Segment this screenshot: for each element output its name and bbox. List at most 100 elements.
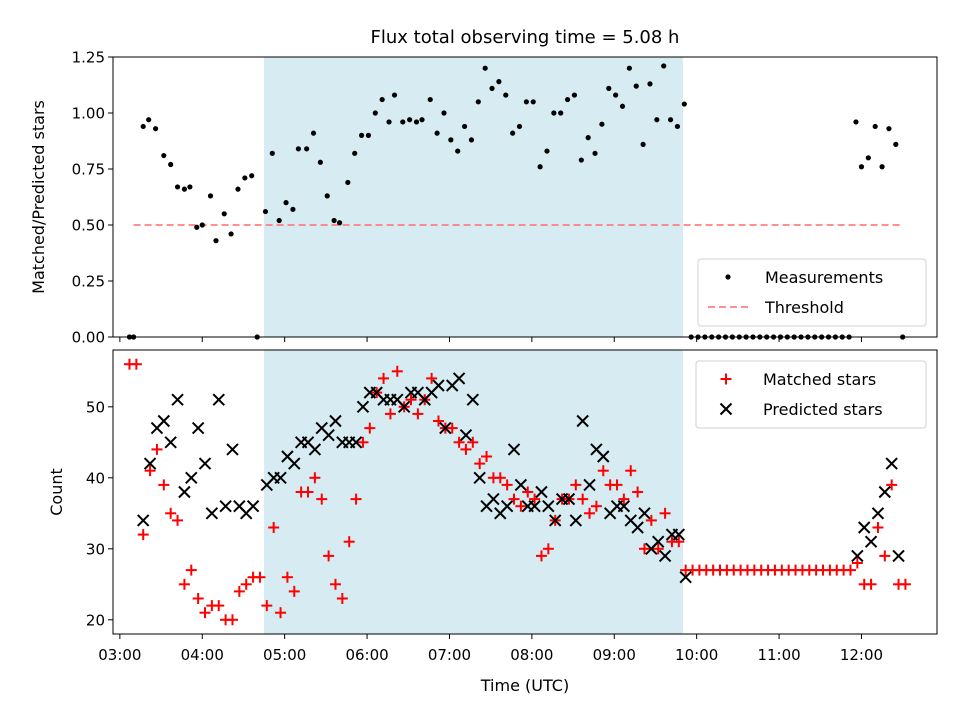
measurement-point-14: [221, 211, 227, 217]
measurement-point-37: [379, 96, 385, 103]
measurement-point-88: [893, 141, 899, 147]
matched-star-point-33: [350, 493, 362, 505]
matched-star-point-65: [570, 479, 582, 491]
predicted-star-point-4: [164, 436, 177, 449]
predicted-star-point-79: [851, 549, 864, 563]
matched-star-point-78: [659, 507, 671, 519]
legend-matched-plus: [720, 373, 732, 385]
predicted-star-point-5: [171, 393, 184, 406]
measurement-point-65: [571, 92, 578, 98]
predicted-star-point-52: [500, 499, 514, 513]
predicted-stars-points: [137, 372, 905, 584]
matched-star-point-57: [515, 500, 527, 512]
predicted-star-point-9: [198, 457, 212, 470]
matched-star-point-15: [226, 614, 238, 626]
measurement-point-12: [207, 193, 214, 199]
count-legend: Matched stars Predicted stars: [695, 360, 927, 429]
matched-star-point-28: [316, 493, 328, 505]
matched-star-point-27: [309, 472, 321, 484]
ratio-y-tick-label-0: 0.00: [72, 329, 105, 347]
measurement-point-8: [181, 186, 188, 192]
measurement-point-7: [174, 184, 181, 190]
legend-threshold-label: Threshold: [764, 298, 844, 317]
measurement-point-83: [858, 164, 865, 170]
matched-star-point-77: [652, 543, 664, 555]
predicted-star-point-80: [858, 521, 871, 534]
measurement-point-31: [337, 220, 343, 226]
predicted-star-point-43: [439, 421, 452, 435]
matched-star-point-52: [481, 451, 493, 462]
ratio-x-axis-ticks: [119, 337, 862, 342]
measurement-point-16: [235, 186, 241, 192]
matched-star-point-59: [529, 493, 541, 505]
measurement-point-79: [667, 117, 674, 123]
measurement-point-27: [310, 130, 317, 136]
measurement-point-50: [468, 137, 475, 143]
matched-star-point-35: [364, 422, 376, 434]
count-x-tick-label-0: 03:00: [98, 646, 141, 664]
matched-star-point-56: [508, 493, 520, 505]
matched-star-point-1: [130, 358, 142, 370]
legend-matched-label: Matched stars: [763, 370, 876, 389]
predicted-star-point-11: [212, 393, 225, 406]
matched-star-point-69: [597, 465, 609, 477]
ratio-y-tick-label-3: 0.75: [72, 161, 105, 179]
legend-measurements-marker: [725, 274, 731, 280]
predicted-star-point-24: [308, 443, 322, 456]
measurement-point-21: [269, 150, 275, 156]
measurement-point-67: [585, 135, 591, 141]
measurement-point-72: [619, 103, 626, 109]
matched-star-point-6: [165, 507, 177, 519]
count-x-tick-label-7: 10:00: [675, 646, 718, 664]
matched-star-point-41: [405, 394, 417, 406]
matched-star-point-2: [137, 529, 149, 541]
measurement-point-76: [647, 81, 653, 87]
measurement-point-49: [461, 123, 468, 130]
predicted-star-point-6: [178, 485, 191, 499]
measurement-point-58: [523, 99, 529, 105]
matched-star-point-71: [611, 479, 623, 491]
matched-star-point-55: [501, 479, 513, 491]
matched-star-point-23: [281, 571, 293, 583]
predicted-star-point-37: [397, 400, 411, 414]
matched-star-point-11: [199, 607, 211, 619]
matched-stars-points: [123, 358, 911, 626]
predicted-star-point-46: [459, 428, 473, 442]
measurement-point-48: [455, 148, 461, 154]
matched-star-point-47: [446, 422, 458, 434]
ratio-y-tick-label-4: 1.00: [72, 105, 105, 123]
observing-window-highlight-top: [264, 57, 683, 337]
matched-star-point-73: [625, 465, 637, 477]
matched-star-point-66: [577, 493, 589, 505]
matched-star-point-54: [494, 472, 506, 484]
predicted-star-point-61: [562, 492, 576, 506]
matched-star-point-58: [522, 486, 534, 498]
measurement-point-40: [400, 119, 406, 125]
measurement-point-60: [537, 164, 543, 170]
matched-star-point-42: [412, 408, 424, 420]
matched-star-point-85: [872, 522, 884, 533]
count-legend-box: [695, 360, 927, 429]
matched-star-point-72: [618, 493, 630, 505]
predicted-star-point-48: [473, 471, 486, 485]
matched-star-point-24: [288, 585, 300, 597]
predicted-star-point-83: [878, 485, 892, 499]
ratio-y-tick-label-1: 0.25: [72, 273, 105, 291]
measurement-point-45: [434, 130, 440, 136]
matched-star-point-75: [638, 543, 650, 555]
matched-star-point-7: [172, 514, 184, 526]
legend-matched-marker: [720, 373, 732, 385]
matched-star-point-13: [213, 600, 225, 612]
measurement-point-4: [152, 126, 159, 132]
count-panel-frame: [112, 349, 938, 635]
predicted-star-point-75: [658, 549, 672, 563]
measurement-point-78: [661, 63, 667, 69]
measurement-point-80: [674, 123, 681, 130]
matched-star-point-32: [343, 536, 355, 548]
measurement-point-22: [276, 217, 282, 224]
measurement-point-52: [482, 65, 488, 71]
measurement-point-32: [345, 179, 351, 186]
predicted-star-point-77: [672, 528, 686, 541]
legend-predicted-cross: [719, 402, 733, 416]
predicted-star-point-57: [535, 485, 548, 499]
